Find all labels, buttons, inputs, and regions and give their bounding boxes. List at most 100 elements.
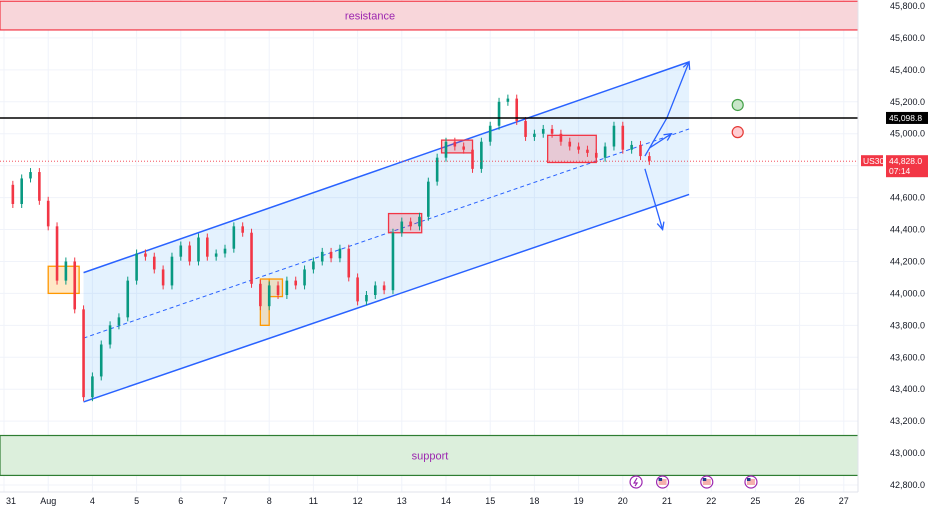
candle-body [480,141,483,169]
y-tick-label: 44,200.0 [890,256,925,266]
projection-mid-arrow-head [663,132,673,141]
y-tick-label: 43,600.0 [890,352,925,362]
projection-up-arrow-head [682,60,691,70]
support-zone[interactable] [0,434,879,477]
support-label: support [412,450,449,462]
candle-body [64,261,68,281]
key-level-label: 45,098.8 [889,113,922,123]
candle-body [170,256,174,286]
candle-body [409,221,412,227]
channel-upper-line[interactable] [83,61,690,274]
candle-body [639,144,642,157]
x-tick-label: 7 [222,496,227,506]
key-level-tag [886,111,928,124]
candle-body [135,253,138,281]
candle-body [648,156,651,161]
candle-body [285,280,289,295]
x-tick-label: 26 [795,496,805,506]
channel-fill [83,61,690,402]
candle-body [161,269,165,286]
y-tick-label: 44,000.0 [890,288,925,298]
candle-body [276,285,280,295]
symbol-tag [861,155,883,167]
symbol-label: US30 [863,156,885,166]
y-tick-label: 45,800.0 [890,1,925,11]
x-tick-label: 27 [839,496,849,506]
candle-body [391,232,395,291]
flag-canton [702,478,707,481]
candle-body [568,141,572,147]
candle-body [577,146,580,150]
x-tick-label: 22 [706,496,716,506]
y-tick-label: 45,000.0 [890,129,925,139]
target-circle-green[interactable] [731,98,744,112]
candle-body [559,133,563,142]
x-tick-label: 4 [90,496,95,506]
candle-body [347,248,351,278]
candle-body [382,285,386,291]
x-tick-label: 31 [6,496,16,506]
countdown-label: 07:14 [889,166,911,176]
candle-body [91,376,94,398]
candle-body [259,283,262,307]
candle-body [524,120,527,137]
candle-body [38,172,41,201]
x-tick-label: 15 [485,496,495,506]
current-price-tag [886,155,928,178]
y-tick-label: 42,800.0 [890,480,925,490]
y-tick-label: 44,400.0 [890,225,925,235]
candle-body [294,280,298,286]
channel-lower-line[interactable] [83,193,690,403]
candle-body [400,221,404,233]
candle-body [586,149,589,153]
consolidation-box-red[interactable] [387,212,423,234]
candle-body [144,253,147,257]
projection-mid-arrow[interactable] [648,133,672,149]
candle-body [373,285,377,295]
x-tick-label: 19 [574,496,584,506]
x-tick-label: 12 [353,496,363,506]
lightning-event-icon[interactable] [629,475,643,489]
candle-body [11,184,15,204]
candle-body [55,226,59,281]
projection-down-arrow-head [656,221,665,231]
target-circle-red[interactable] [731,126,744,139]
candle-body [462,146,465,150]
candle-body [621,125,625,150]
x-tick-label: Aug [40,496,56,506]
candle-body [206,237,209,257]
candle-body [303,269,306,286]
price-axis [858,0,933,517]
candle-body [594,152,598,158]
consolidation-box-orange[interactable] [259,278,270,326]
candle-body [82,309,85,398]
candle-body [515,98,519,121]
resistance-label: resistance [345,11,395,23]
consolidation-box-red[interactable] [547,134,597,164]
channel-mid-line[interactable] [83,128,690,339]
y-tick-label: 43,400.0 [890,384,925,394]
candle-body [630,144,633,150]
candle-body [214,253,218,257]
y-tick-label: 43,000.0 [890,448,925,458]
candle-body [312,261,315,270]
consolidation-box-orange[interactable] [268,278,284,298]
candle-body [435,157,439,182]
candle-body [179,245,183,257]
candle-body [197,237,200,262]
candle-body [267,285,271,307]
y-tick-label: 45,400.0 [890,65,925,75]
x-tick-label: 13 [397,496,407,506]
x-tick-label: 5 [134,496,139,506]
candle-body [497,101,501,126]
y-tick-label: 43,800.0 [890,320,925,330]
x-tick-label: 18 [529,496,539,506]
resistance-zone[interactable] [0,0,879,31]
projection-down-arrow[interactable] [644,168,664,230]
candle-body [541,128,545,134]
y-tick-label: 45,200.0 [890,97,925,107]
candle-body [365,294,368,302]
candle-body [99,344,103,377]
